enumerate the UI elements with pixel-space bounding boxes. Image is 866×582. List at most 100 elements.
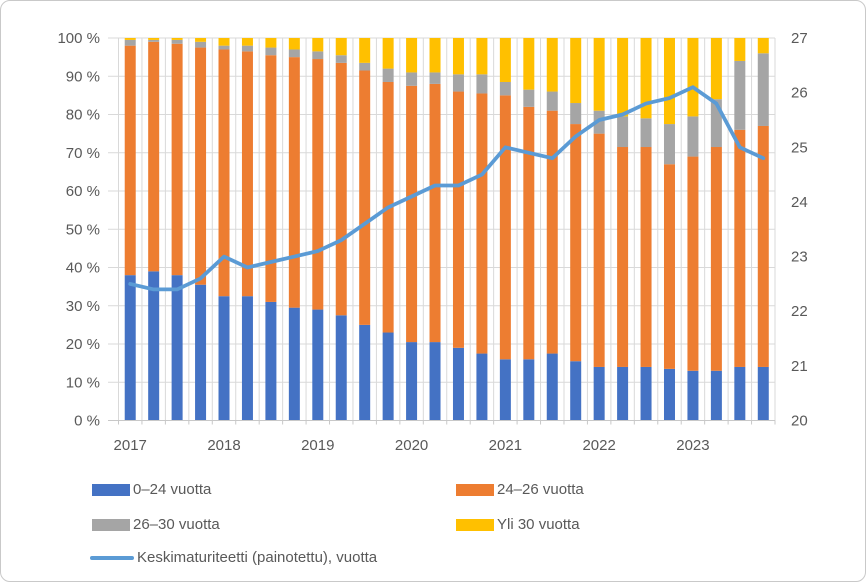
bar-segment-s3-2021Q1 — [499, 38, 511, 82]
bar-segment-s0-2023Q2 — [710, 370, 722, 421]
bar-segment-s2-2019Q2 — [335, 55, 347, 63]
bar-segment-s3-2018Q3 — [265, 38, 277, 48]
bar-segment-s0-2017Q1 — [124, 275, 136, 421]
bar-segment-s2-2019Q4 — [382, 68, 394, 82]
legend-label-yli-30: Yli 30 vuotta — [497, 516, 580, 533]
bar-segment-s0-2022Q2 — [617, 366, 629, 421]
left-axis-tick-label: 90 % — [66, 68, 100, 85]
bar-segment-s3-2017Q2 — [148, 38, 160, 40]
bar-segment-s2-2017Q1 — [124, 39, 136, 46]
right-axis-tick-label: 27 — [791, 30, 808, 47]
bar-segment-s1-2018Q2 — [241, 51, 253, 297]
bar-segment-s1-2018Q3 — [265, 55, 277, 302]
bar-segment-s2-2021Q3 — [546, 91, 558, 111]
x-axis-year-label: 2019 — [301, 437, 334, 454]
left-axis-tick-label: 20 % — [66, 336, 100, 353]
legend-label-0-24: 0–24 vuotta — [133, 481, 212, 498]
bar-segment-s0-2020Q2 — [429, 342, 441, 421]
bar-segment-s0-2021Q3 — [546, 353, 558, 421]
bar-segment-s2-2021Q2 — [523, 89, 535, 107]
bar-segment-s1-2023Q3 — [734, 129, 746, 367]
bar-segment-s2-2021Q4 — [570, 103, 582, 125]
bar-segment-s3-2021Q2 — [523, 38, 535, 90]
chart-canvas: 0 % 10 % 20 % 30 % 40 % 50 % 60 % 70 % 80 % 90 % 1… — [57, 30, 808, 454]
bar-segment-s3-2022Q2 — [617, 38, 629, 117]
legend-swatch-0-24 — [92, 484, 130, 496]
bar-segment-s3-2023Q1 — [687, 38, 699, 117]
right-axis-tick-label: 24 — [791, 194, 808, 211]
bar-segment-s1-2018Q1 — [218, 49, 230, 297]
left-axis-tick-label: 70 % — [66, 145, 100, 162]
bar-segment-s1-2020Q1 — [406, 85, 418, 343]
bar-segment-s0-2021Q4 — [570, 361, 582, 421]
x-axis-year-label: 2020 — [395, 437, 428, 454]
legend-swatch-24-26 — [456, 484, 494, 496]
bar-segment-s2-2020Q3 — [452, 74, 464, 92]
bar-segment-s1-2021Q3 — [546, 110, 558, 354]
bar-segment-s3-2022Q4 — [663, 38, 675, 125]
x-axis-year-label: 2022 — [582, 437, 615, 454]
bar-segment-s0-2017Q4 — [195, 284, 207, 421]
bar-segment-s3-2019Q1 — [312, 38, 324, 52]
bar-segment-s2-2022Q3 — [640, 118, 652, 148]
bar-segment-s3-2023Q4 — [757, 38, 769, 54]
legend-line-swatch — [90, 556, 134, 560]
bar-segment-s0-2020Q3 — [452, 347, 464, 421]
bar-segment-s0-2018Q2 — [241, 296, 253, 421]
bar-segment-s3-2020Q1 — [406, 38, 418, 73]
bar-segment-s3-2018Q1 — [218, 38, 230, 46]
bar-segment-s0-2018Q4 — [288, 307, 300, 421]
right-axis-tick-label: 21 — [791, 358, 808, 375]
bar-segment-s0-2018Q1 — [218, 296, 230, 421]
bar-segment-s1-2018Q4 — [288, 57, 300, 308]
bar-segment-s2-2020Q4 — [476, 74, 488, 94]
bar-segment-s2-2018Q2 — [241, 45, 253, 52]
legend-item-yli-30: Yli 30 vuotta — [456, 517, 580, 533]
maturity-line — [128, 85, 766, 292]
left-axis-tick-label: 50 % — [66, 221, 100, 238]
bar-segment-s1-2017Q2 — [148, 41, 160, 272]
legend-label-keskimaturiteetti: Keskimaturiteetti (painotettu), vuotta — [137, 549, 378, 566]
bar-segment-s0-2019Q4 — [382, 332, 394, 421]
bar-segment-s1-2017Q4 — [195, 47, 207, 285]
x-axis-year-label: 2021 — [489, 437, 522, 454]
bar-segment-s0-2022Q4 — [663, 368, 675, 421]
bar-segment-s3-2020Q4 — [476, 38, 488, 75]
bar-segment-s0-2023Q1 — [687, 370, 699, 421]
bar-segment-s0-2022Q1 — [593, 366, 605, 421]
bar-segment-s2-2020Q2 — [429, 72, 441, 84]
bar-segment-s1-2019Q1 — [312, 59, 324, 310]
bar-segment-s0-2017Q2 — [148, 271, 160, 421]
bar-segment-s1-2023Q2 — [710, 147, 722, 371]
bar-segment-s3-2022Q1 — [593, 38, 605, 111]
bar-segment-s2-2023Q2 — [710, 99, 722, 148]
bar-segment-s3-2017Q4 — [195, 38, 207, 42]
left-axis-tick-label: 80 % — [66, 107, 100, 124]
bar-segment-s3-2023Q3 — [734, 38, 746, 61]
bar-segment-s2-2023Q3 — [734, 60, 746, 130]
bar-segment-s1-2021Q4 — [570, 124, 582, 362]
bar-segment-s1-2021Q2 — [523, 106, 535, 360]
bar-segment-s1-2019Q3 — [359, 70, 371, 325]
bar-segment-s2-2017Q4 — [195, 41, 207, 48]
legend-swatch-26-30 — [92, 519, 130, 531]
bar-segment-s3-2023Q2 — [710, 38, 722, 100]
bar-segment-s3-2018Q4 — [288, 38, 300, 50]
bar-segment-s0-2017Q3 — [171, 275, 183, 421]
right-axis-tick-label: 20 — [791, 413, 808, 430]
right-axis-tick-label: 22 — [791, 303, 808, 320]
right-axis-tick-label: 25 — [791, 139, 808, 156]
bar-segment-s1-2022Q2 — [617, 147, 629, 367]
bar-segment-s0-2022Q3 — [640, 366, 652, 421]
bar-segment-s0-2020Q4 — [476, 353, 488, 421]
left-axis-tick-label: 10 % — [66, 374, 100, 391]
right-axis-tick-label: 23 — [791, 249, 808, 266]
left-axis-tick-label: 0 % — [74, 413, 100, 430]
bar-segment-s1-2023Q4 — [757, 125, 769, 367]
bar-segment-s1-2020Q4 — [476, 93, 488, 354]
bar-segment-s0-2019Q3 — [359, 324, 371, 421]
bar-segment-s1-2020Q3 — [452, 91, 464, 348]
legend-swatch-yli-30 — [456, 519, 494, 531]
bar-segment-s2-2017Q2 — [148, 39, 160, 42]
